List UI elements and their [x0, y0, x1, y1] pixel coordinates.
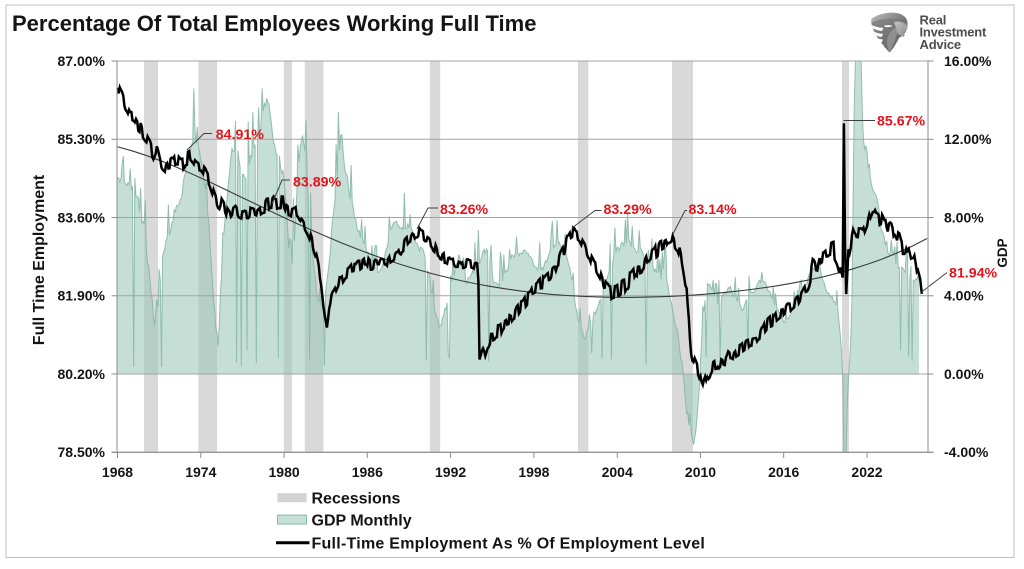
svg-text:GDP Monthly: GDP Monthly	[312, 513, 412, 530]
svg-text:Advice: Advice	[920, 37, 961, 52]
svg-text:GDP: GDP	[995, 238, 1010, 267]
svg-text:2016: 2016	[768, 464, 799, 480]
svg-text:Investment: Investment	[920, 25, 988, 40]
svg-text:4.00%: 4.00%	[944, 288, 984, 304]
svg-text:1986: 1986	[352, 464, 383, 480]
svg-text:2010: 2010	[685, 464, 716, 480]
svg-text:Full Time Employment: Full Time Employment	[31, 174, 48, 345]
svg-text:2004: 2004	[602, 464, 633, 480]
svg-text:-4.00%: -4.00%	[944, 444, 989, 460]
svg-text:83.26%: 83.26%	[440, 202, 489, 218]
svg-text:85.30%: 85.30%	[58, 131, 106, 147]
svg-text:84.91%: 84.91%	[216, 127, 265, 143]
svg-text:81.90%: 81.90%	[58, 288, 106, 304]
svg-text:83.60%: 83.60%	[58, 209, 106, 225]
svg-text:80.20%: 80.20%	[58, 366, 106, 382]
svg-text:78.50%: 78.50%	[58, 444, 106, 460]
svg-text:Percentage Of Total Employees: Percentage Of Total Employees Working Fu…	[12, 11, 536, 36]
svg-text:87.00%: 87.00%	[58, 53, 106, 69]
svg-text:81.94%: 81.94%	[949, 266, 998, 282]
svg-text:83.29%: 83.29%	[604, 202, 653, 218]
svg-text:1992: 1992	[435, 464, 466, 480]
svg-text:Real: Real	[920, 13, 947, 28]
svg-text:83.89%: 83.89%	[293, 175, 342, 191]
svg-text:1980: 1980	[269, 464, 300, 480]
svg-text:85.67%: 85.67%	[877, 114, 926, 130]
svg-text:0.00%: 0.00%	[944, 366, 984, 382]
svg-text:1974: 1974	[185, 464, 216, 480]
svg-text:12.00%: 12.00%	[944, 131, 992, 147]
svg-text:Full-Time Employment As % Of E: Full-Time Employment As % Of Employment …	[312, 535, 706, 552]
svg-text:16.00%: 16.00%	[944, 53, 992, 69]
svg-text:1998: 1998	[518, 464, 549, 480]
svg-text:2022: 2022	[851, 464, 882, 480]
svg-text:1968: 1968	[102, 464, 133, 480]
svg-text:Recessions: Recessions	[312, 491, 401, 508]
svg-text:83.14%: 83.14%	[689, 202, 738, 218]
svg-text:8.00%: 8.00%	[944, 209, 984, 225]
